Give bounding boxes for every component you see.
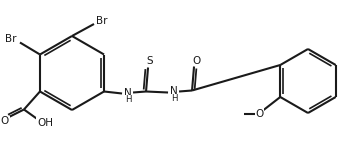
Text: H: H [171,94,177,103]
Text: Br: Br [96,16,108,26]
Text: N: N [124,88,132,97]
Text: Br: Br [5,34,17,45]
Text: O: O [255,109,264,119]
Text: O: O [192,55,200,66]
Text: N: N [170,86,178,97]
Text: OH: OH [37,118,53,128]
Text: S: S [147,57,153,67]
Text: H: H [125,95,131,104]
Text: O: O [1,116,9,127]
